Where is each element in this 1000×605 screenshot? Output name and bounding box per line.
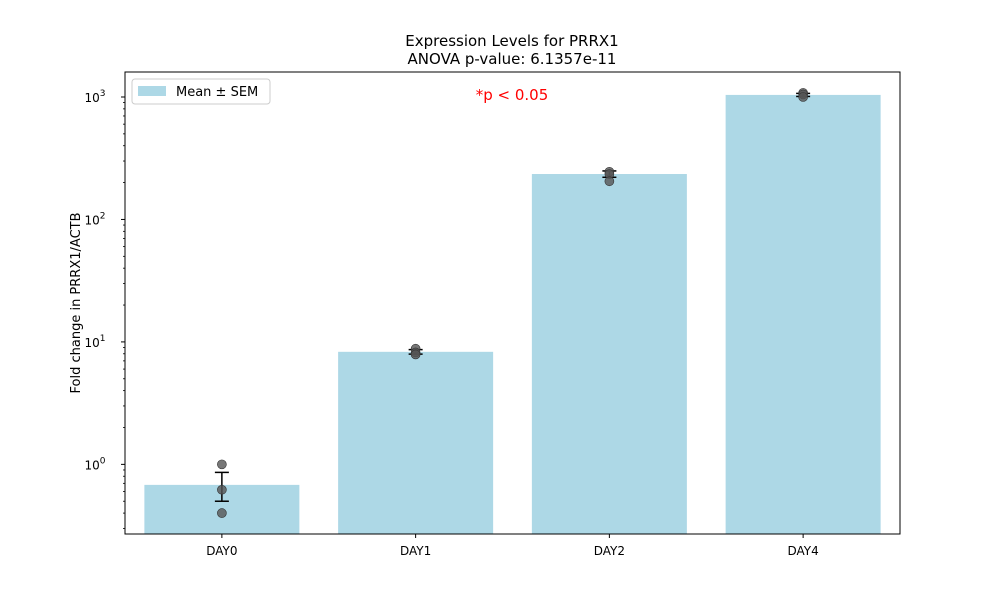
- data-point-day0-3: [217, 508, 227, 518]
- plot-area: DAY0 DAY1 DAY2 DAY4 100 101 102 103 Mean ± SEM *p…: [84, 71, 901, 558]
- x-tick-label-day1: DAY1: [400, 544, 431, 558]
- y-tick-label: 100: [84, 456, 105, 472]
- x-tick-label-day2: DAY2: [594, 544, 625, 558]
- data-point-day0-2: [217, 484, 227, 495]
- significance-annotation: *p < 0.05: [476, 86, 549, 104]
- x-tick-label-day4: DAY4: [787, 544, 818, 558]
- y-tick-label: 102: [84, 211, 105, 227]
- bar-day1: [338, 351, 494, 534]
- chart-subtitle: ANOVA p-value: 6.1357e-11: [408, 50, 617, 68]
- legend-box: [131, 78, 271, 105]
- y-tick-label: 103: [84, 89, 105, 105]
- legend-label: Mean ± SEM: [176, 85, 258, 100]
- y-axis-label: Fold change in PRRX1/ACTB: [69, 213, 84, 394]
- legend-swatch: [138, 86, 166, 96]
- chart-title: Expression Levels for PRRX1: [405, 32, 618, 50]
- x-tick-label-day0: DAY0: [206, 544, 237, 558]
- data-point-day1-3: [410, 349, 421, 360]
- data-point-day0-1: [217, 459, 227, 470]
- data-point-day2-3: [604, 176, 615, 187]
- data-point-day4-3: [798, 92, 808, 102]
- bar-day4: [725, 94, 881, 535]
- y-tick-label: 101: [84, 334, 105, 350]
- legend: Mean ± SEM: [131, 78, 271, 105]
- axes-frame: [124, 71, 901, 535]
- bar-day2: [531, 174, 687, 534]
